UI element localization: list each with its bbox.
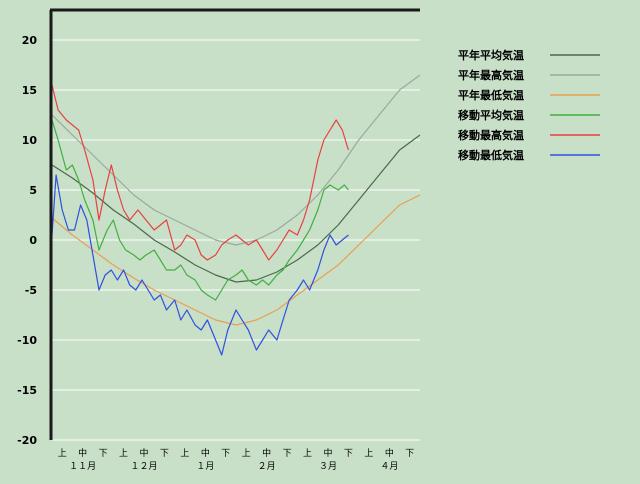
month-label: １１月 [69,461,96,472]
x-tick-label: 上 [58,448,67,459]
month-label: ２月 [258,461,276,472]
x-tick-label: 上 [242,448,251,459]
month-label: １月 [196,461,214,472]
series-line-6 [51,174,349,356]
y-tick-label: 20 [22,34,38,47]
legend-label: 平年最低気温 [458,88,524,102]
y-tick-label: 0 [29,234,37,247]
y-tick-label: 10 [22,134,38,147]
x-axis-ticks: 上中下上中下上中下上中下上中下上中下１１月 １２月 １月 ２月 ３月 ４月 [58,447,415,472]
plot-area [52,10,420,440]
x-tick-label: 上 [364,448,373,459]
y-axis-ticks: 20 15 10 5 0 -5 -10 -15 -20 [17,34,37,447]
x-tick-label: 上 [180,448,189,459]
grid-lines [52,39,420,441]
x-tick-label: 上 [119,448,128,459]
x-tick-label: 中 [78,447,87,459]
series-line-5 [51,84,349,261]
month-label: ３月 [319,461,337,472]
x-tick-label: 下 [160,449,169,459]
x-tick-label: 中 [385,447,394,459]
legend-label: 移動最高気温 [458,128,524,142]
legend-label: 移動最低気温 [458,148,524,162]
legend-label: 平年最高気温 [458,68,524,82]
y-tick-label: 5 [29,184,37,197]
x-tick-label: 上 [303,448,312,459]
x-tick-label: 下 [283,449,292,459]
y-tick-label: -10 [17,334,37,347]
x-tick-label: 下 [99,449,108,459]
x-tick-label: 中 [201,447,210,459]
x-tick-label: 中 [139,447,148,459]
series-line-3 [51,194,421,326]
x-tick-label: 中 [323,447,332,459]
series-lines [51,74,421,356]
legend-label: 移動平均気温 [458,108,524,122]
x-tick-label: 下 [344,449,353,459]
legend-label: 平年平均気温 [458,48,524,62]
month-label: ４月 [380,461,398,472]
series-line-4 [51,119,349,301]
y-tick-label: -5 [25,284,37,297]
series-line-1 [51,134,421,283]
month-label: １２月 [130,461,157,472]
y-tick-label: 15 [22,84,37,97]
x-tick-label: 下 [221,449,230,459]
x-tick-label: 下 [405,449,414,459]
y-tick-label: -15 [17,384,37,397]
y-tick-label: -20 [17,434,37,447]
x-tick-label: 中 [262,447,271,459]
